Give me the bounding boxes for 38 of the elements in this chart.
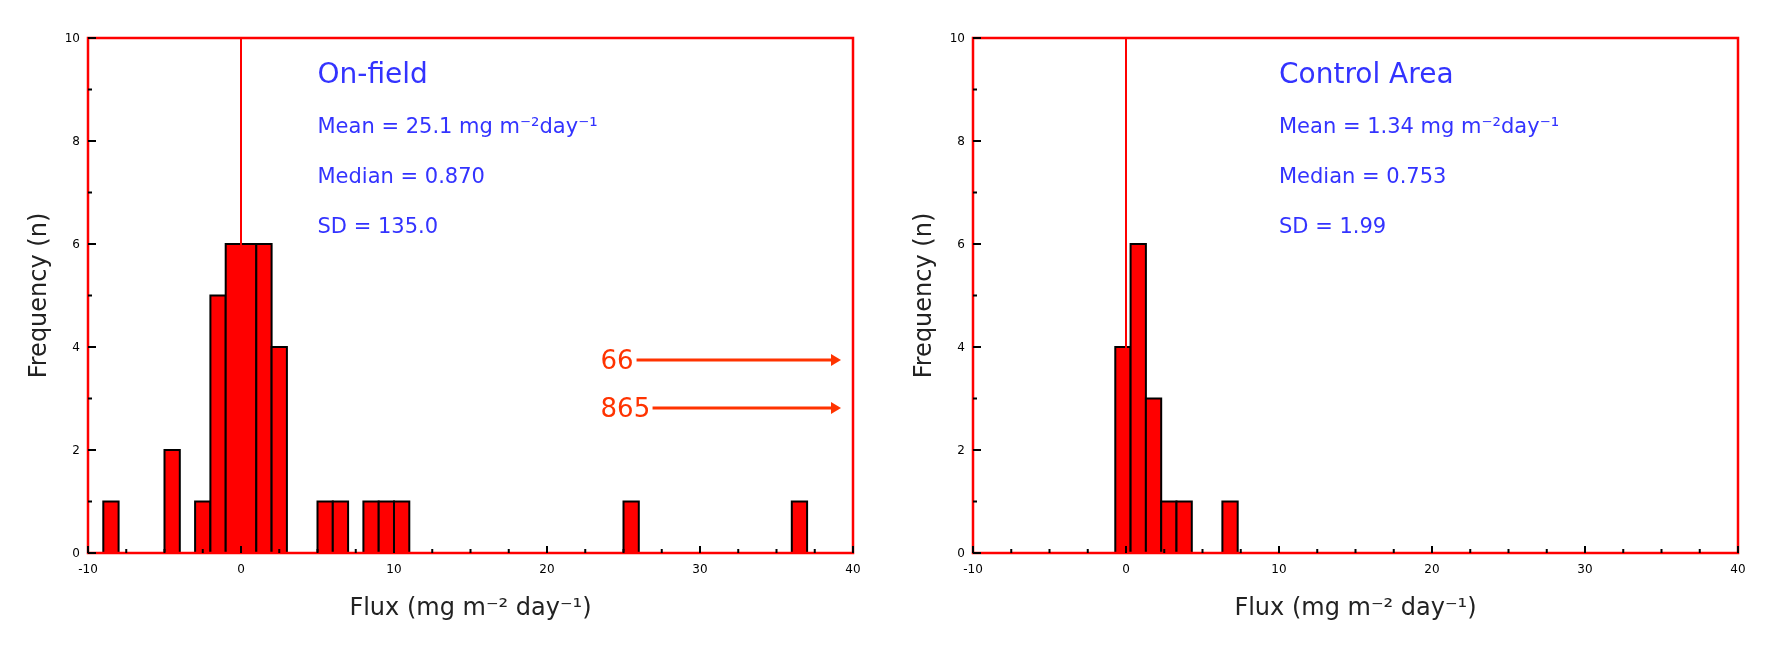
x-tick-label: 10 — [1271, 562, 1287, 576]
y-tick-label: 2 — [72, 443, 80, 458]
y-tick-label: 8 — [72, 134, 80, 149]
annotation: SD = 1.99 — [1279, 214, 1387, 238]
y-tick-label: 8 — [957, 134, 965, 149]
x-axis-title: Flux (mg m⁻² day⁻¹) — [349, 593, 592, 621]
text: On-field — [317, 57, 428, 90]
y-tick-label: 0 — [957, 546, 965, 561]
x-tick-label: -10 — [963, 562, 983, 576]
y-axis-title: Frequency (n) — [24, 212, 52, 379]
x-tick-label: 20 — [539, 562, 555, 576]
y-tick-label: 4 — [957, 340, 965, 355]
annotation: 865 — [600, 393, 651, 423]
x-tick-label: 30 — [1577, 562, 1593, 576]
x-tick-label: -10 — [78, 562, 98, 576]
y-tick-label: 4 — [72, 340, 80, 355]
x-tick-label: 10 — [386, 562, 402, 576]
y-tick-label: 10 — [64, 31, 80, 46]
annotation: 66 — [600, 345, 634, 375]
annotation: Mean = 25.1 mg m⁻²day⁻¹ — [317, 114, 598, 138]
y-axis-title: Frequency (n) — [909, 212, 937, 379]
annotation: SD = 135.0 — [317, 214, 439, 238]
y-tick-label: 0 — [72, 546, 80, 561]
x-tick-label: 0 — [237, 562, 245, 576]
y-tick-label: 6 — [957, 237, 965, 252]
x-tick-label: 20 — [1424, 562, 1440, 576]
y-tick-label: 2 — [957, 443, 965, 458]
x-tick-label: 40 — [845, 562, 861, 576]
y-tick-label: 6 — [72, 237, 80, 252]
y-tick-label: 10 — [949, 31, 965, 46]
x-tick-label: 40 — [1730, 562, 1746, 576]
annotation: Median = 0.753 — [1279, 164, 1447, 188]
x-axis-title: Flux (mg m⁻² day⁻¹) — [1234, 593, 1477, 621]
annotation: Median = 0.870 — [317, 164, 485, 188]
x-tick-label: 0 — [1122, 562, 1130, 576]
x-tick-label: 30 — [692, 562, 708, 576]
annotation: Mean = 1.34 mg m⁻²day⁻¹ — [1279, 114, 1560, 138]
text: Control Area — [1279, 57, 1454, 90]
